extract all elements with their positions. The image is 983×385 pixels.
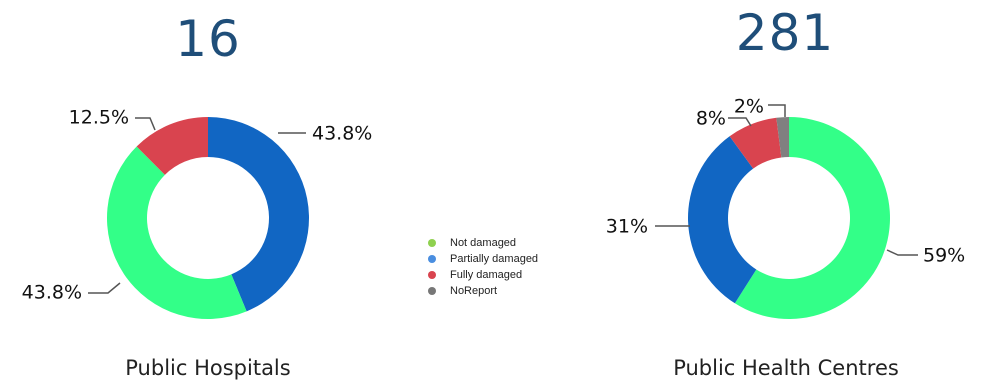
data-label-fully-damaged: 12.5% xyxy=(69,107,129,129)
data-label-not-damaged: 43.8% xyxy=(22,282,82,304)
legend-item-fully-damaged: Fully damaged xyxy=(428,267,538,283)
hospitals-count: 16 xyxy=(175,10,241,68)
legend-item-not-damaged: Not damaged xyxy=(428,235,538,251)
legend-label: Not damaged xyxy=(450,237,517,249)
slice-noreport xyxy=(776,117,789,158)
leader-line-fully-damaged xyxy=(135,117,156,131)
legend-swatch-noreport xyxy=(428,287,436,295)
slice-not-damaged xyxy=(107,146,247,320)
data-label-noreport: 2% xyxy=(734,96,764,118)
slice-fully-damaged xyxy=(729,117,782,169)
slice-not-damaged xyxy=(734,117,890,319)
leader-line-noreport xyxy=(768,104,786,117)
legend-swatch-partially-damaged xyxy=(428,255,436,263)
legend-item-partially-damaged: Partially damaged xyxy=(428,251,538,267)
leader-line-not-damaged xyxy=(88,282,121,294)
data-label-not-damaged: 59% xyxy=(923,245,965,267)
leader-line-not-damaged xyxy=(886,249,918,256)
legend-item-noreport: NoReport xyxy=(428,283,538,299)
legend: Not damaged Partially damaged Fully dama… xyxy=(428,235,538,299)
legend-label: Partially damaged xyxy=(450,253,539,265)
legend-swatch-fully-damaged xyxy=(428,271,436,279)
legend-label: NoReport xyxy=(450,285,498,297)
legend-label: Fully damaged xyxy=(450,269,523,281)
slice-partially-damaged xyxy=(688,136,757,304)
slice-fully-damaged xyxy=(136,117,208,175)
health-centres-caption: Public Health Centres xyxy=(673,356,899,380)
leader-line-fully-damaged xyxy=(728,117,752,127)
data-label-fully-damaged: 8% xyxy=(696,108,726,130)
health-centres-count: 281 xyxy=(735,4,835,62)
data-label-partially-damaged: 43.8% xyxy=(312,123,372,145)
legend-swatch-not-damaged xyxy=(428,239,436,247)
slice-partially-damaged xyxy=(208,117,309,312)
hospitals-caption: Public Hospitals xyxy=(125,356,291,380)
data-label-partially-damaged: 31% xyxy=(606,216,648,238)
